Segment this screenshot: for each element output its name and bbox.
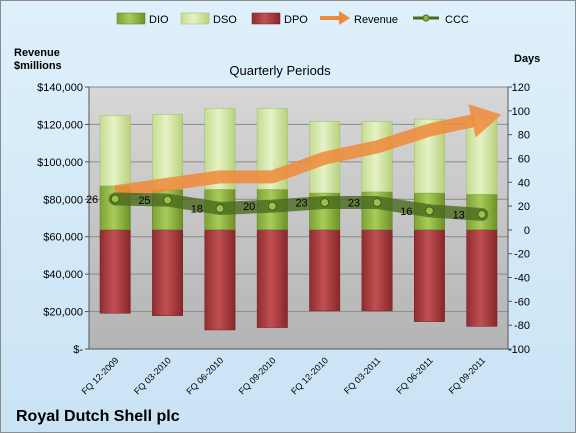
right-tick-label: -40 bbox=[514, 273, 530, 285]
right-tick-label: -20 bbox=[514, 249, 530, 261]
ccc-data-label: 23 bbox=[348, 198, 360, 210]
ccc-point bbox=[110, 194, 120, 204]
legend-label-revenue: Revenue bbox=[354, 14, 398, 26]
right-tick-label: -60 bbox=[514, 296, 530, 308]
x-tick-label: FQ 12-2010 bbox=[289, 355, 330, 396]
legend-item-dso: DSO bbox=[180, 12, 237, 26]
ccc-line bbox=[108, 192, 489, 221]
bar-dpo bbox=[204, 229, 236, 331]
x-tick-label: FQ 03-2011 bbox=[342, 355, 383, 396]
revenue-series bbox=[114, 104, 502, 199]
company-name: Royal Dutch Shell plc bbox=[16, 408, 180, 425]
bar-dpo bbox=[466, 229, 498, 327]
left-tick-label: $140,000 bbox=[37, 82, 83, 94]
legend-item-dio: DIO bbox=[116, 12, 169, 26]
bar-dpo bbox=[152, 229, 184, 316]
left-tick-label: $100,000 bbox=[37, 157, 83, 169]
x-tick-label: FQ 09-2010 bbox=[237, 355, 278, 396]
left-tick-label: $60,000 bbox=[43, 232, 83, 244]
ccc-series: 26 25 18 20 23 23 16 13 bbox=[86, 192, 489, 221]
ccc-point bbox=[320, 198, 330, 208]
revenue-arrowhead bbox=[468, 104, 502, 138]
right-tick-label: 20 bbox=[518, 201, 530, 213]
legend-swatch-dpo bbox=[251, 12, 281, 25]
left-axis: $- $20,000 $40,000 $60,000 $80,000 $100,000 $1… bbox=[37, 82, 90, 356]
right-tick-label: -100 bbox=[508, 344, 530, 356]
right-tick-label: 60 bbox=[518, 153, 530, 165]
right-tick-label: 0 bbox=[524, 225, 530, 237]
right-tick-label: 40 bbox=[518, 177, 530, 189]
legend-swatch-dio bbox=[116, 12, 146, 25]
revenue-line bbox=[114, 114, 476, 199]
legend-marker-ccc bbox=[422, 14, 430, 22]
ccc-data-label: 13 bbox=[453, 209, 465, 221]
left-tick-label: $- bbox=[73, 344, 83, 356]
legend-label-dio: DIO bbox=[149, 14, 169, 26]
x-tick-label: FQ 09-2011 bbox=[447, 355, 488, 396]
left-tick-label: $40,000 bbox=[43, 269, 83, 281]
left-axis-title-line1: Revenue bbox=[14, 47, 60, 59]
bar-dpo bbox=[99, 229, 131, 314]
ccc-data-label: 16 bbox=[400, 206, 412, 218]
legend-swatch-dso bbox=[180, 12, 210, 25]
legend-item-revenue: Revenue bbox=[320, 11, 398, 26]
right-tick-label: 100 bbox=[512, 106, 530, 118]
x-axis: FQ 12-2009 FQ 03-2010 FQ 06-2010 FQ 09-2010… bbox=[80, 355, 488, 396]
ccc-data-label: 18 bbox=[191, 203, 203, 215]
bar-dpo bbox=[309, 229, 341, 312]
legend-item-ccc: CCC bbox=[413, 14, 469, 26]
x-tick-label: FQ 03-2010 bbox=[132, 355, 173, 396]
x-tick-label: FQ 12-2009 bbox=[80, 355, 121, 396]
right-tick-label: 120 bbox=[512, 82, 530, 94]
ccc-point bbox=[372, 198, 382, 208]
left-tick-label: $120,000 bbox=[37, 119, 83, 131]
legend-label-ccc: CCC bbox=[445, 14, 469, 26]
right-tick-label: 80 bbox=[518, 130, 530, 142]
legend-item-dpo: DPO bbox=[251, 12, 308, 26]
ccc-data-label: 26 bbox=[86, 194, 98, 206]
ccc-data-label: 23 bbox=[295, 198, 307, 210]
bar-dso bbox=[361, 121, 393, 193]
legend-label-dso: DSO bbox=[213, 14, 237, 26]
right-axis-title: Days bbox=[514, 53, 540, 65]
bar-dso bbox=[99, 115, 131, 187]
right-axis: -100 -80 -60 -40 -20 0 20 40 60 80 100 120 bbox=[89, 82, 530, 356]
legend-arrow-icon bbox=[339, 11, 350, 25]
legend: DIO DSO DPO Revenue CCC bbox=[116, 11, 469, 26]
ccc-data-label: 25 bbox=[138, 195, 150, 207]
left-axis-title-line2: $millions bbox=[14, 60, 62, 72]
bar-dpo bbox=[413, 229, 445, 322]
ccc-point bbox=[215, 203, 225, 213]
ccc-point bbox=[163, 195, 173, 205]
x-tick-label: FQ 06-2011 bbox=[394, 355, 435, 396]
left-tick-label: $20,000 bbox=[43, 307, 83, 319]
ccc-point bbox=[477, 209, 487, 219]
legend-label-dpo: DPO bbox=[284, 14, 308, 26]
left-tick-label: $80,000 bbox=[43, 194, 83, 206]
ccc-data-label: 20 bbox=[243, 201, 255, 213]
right-tick-label: -80 bbox=[514, 320, 530, 332]
chart-title: Quarterly Periods bbox=[229, 63, 331, 78]
x-tick-label: FQ 06-2010 bbox=[184, 355, 225, 396]
ccc-point bbox=[424, 206, 434, 216]
bar-dpo bbox=[361, 229, 393, 312]
ccc-point bbox=[267, 201, 277, 211]
bar-dpo bbox=[256, 229, 288, 328]
